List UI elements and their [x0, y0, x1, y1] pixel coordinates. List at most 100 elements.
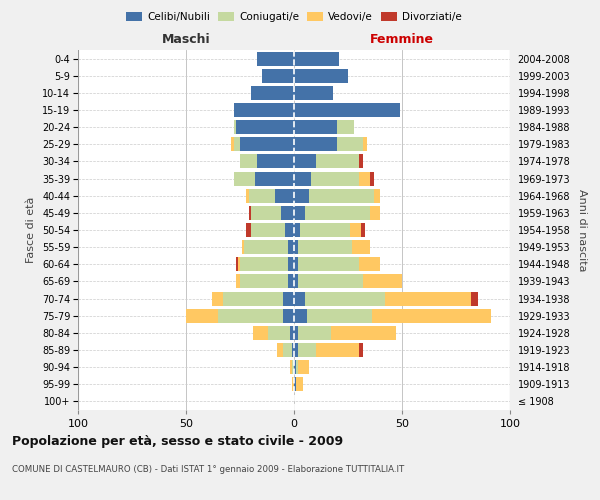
Bar — [294, 378, 296, 392]
Bar — [233, 120, 236, 134]
Bar — [244, 240, 287, 254]
Bar — [294, 343, 298, 357]
Bar — [298, 360, 309, 374]
Bar — [307, 308, 372, 322]
Bar — [294, 240, 298, 254]
Bar — [247, 223, 251, 237]
Bar — [337, 138, 363, 151]
Bar — [298, 258, 359, 272]
Bar — [236, 120, 294, 134]
Bar — [294, 103, 400, 117]
Bar — [262, 68, 294, 82]
Bar — [257, 154, 294, 168]
Bar — [294, 138, 337, 151]
Text: Femmine: Femmine — [370, 34, 434, 46]
Bar — [292, 378, 294, 392]
Y-axis label: Anni di nascita: Anni di nascita — [577, 188, 587, 271]
Bar — [240, 138, 294, 151]
Bar — [294, 292, 305, 306]
Bar — [309, 188, 374, 202]
Bar — [311, 172, 359, 185]
Bar — [361, 223, 365, 237]
Bar — [281, 206, 294, 220]
Bar — [352, 240, 370, 254]
Bar — [372, 308, 491, 322]
Bar — [298, 343, 316, 357]
Bar — [370, 206, 380, 220]
Bar — [212, 292, 223, 306]
Bar — [298, 274, 363, 288]
Bar — [294, 154, 316, 168]
Bar — [296, 378, 302, 392]
Bar — [283, 292, 294, 306]
Bar — [232, 138, 233, 151]
Bar — [294, 308, 307, 322]
Bar — [294, 258, 298, 272]
Bar — [218, 308, 283, 322]
Bar — [233, 103, 294, 117]
Bar — [290, 326, 294, 340]
Bar — [236, 258, 238, 272]
Bar — [248, 206, 251, 220]
Bar — [275, 188, 294, 202]
Bar — [223, 292, 283, 306]
Bar — [359, 258, 380, 272]
Bar — [294, 206, 305, 220]
Bar — [233, 172, 255, 185]
Bar — [298, 240, 352, 254]
Bar — [238, 258, 240, 272]
Bar — [294, 68, 348, 82]
Text: COMUNE DI CASTELMAURO (CB) - Dati ISTAT 1° gennaio 2009 - Elaborazione TUTTITALI: COMUNE DI CASTELMAURO (CB) - Dati ISTAT … — [12, 465, 404, 474]
Bar — [370, 172, 374, 185]
Bar — [287, 274, 294, 288]
Bar — [294, 360, 296, 374]
Bar — [292, 360, 294, 374]
Bar — [283, 343, 292, 357]
Bar — [471, 292, 478, 306]
Bar — [385, 292, 471, 306]
Text: Popolazione per età, sesso e stato civile - 2009: Popolazione per età, sesso e stato civil… — [12, 435, 343, 448]
Bar — [294, 120, 337, 134]
Y-axis label: Fasce di età: Fasce di età — [26, 197, 37, 263]
Bar — [251, 223, 286, 237]
Bar — [294, 274, 298, 288]
Bar — [233, 138, 240, 151]
Bar — [316, 154, 359, 168]
Bar — [374, 188, 380, 202]
Bar — [363, 274, 402, 288]
Bar — [240, 154, 257, 168]
Bar — [350, 223, 361, 237]
Bar — [277, 343, 283, 357]
Bar — [305, 206, 370, 220]
Bar — [240, 274, 287, 288]
Bar — [363, 138, 367, 151]
Bar — [290, 360, 292, 374]
Bar — [286, 223, 294, 237]
Bar — [283, 308, 294, 322]
Bar — [253, 326, 268, 340]
Bar — [268, 326, 290, 340]
Bar — [294, 223, 301, 237]
Bar — [248, 188, 275, 202]
Bar — [257, 52, 294, 66]
Bar — [316, 343, 359, 357]
Bar — [294, 188, 309, 202]
Bar — [359, 172, 370, 185]
Bar — [251, 86, 294, 100]
Bar — [287, 258, 294, 272]
Bar — [301, 223, 350, 237]
Bar — [298, 326, 331, 340]
Text: Maschi: Maschi — [161, 34, 211, 46]
Bar — [186, 308, 218, 322]
Bar — [251, 206, 281, 220]
Bar — [359, 154, 363, 168]
Bar — [294, 86, 333, 100]
Bar — [292, 343, 294, 357]
Legend: Celibi/Nubili, Coniugati/e, Vedovi/e, Divorziati/e: Celibi/Nubili, Coniugati/e, Vedovi/e, Di… — [122, 8, 466, 26]
Bar — [296, 360, 298, 374]
Bar — [287, 240, 294, 254]
Bar — [337, 120, 355, 134]
Bar — [242, 240, 244, 254]
Bar — [255, 172, 294, 185]
Bar — [359, 343, 363, 357]
